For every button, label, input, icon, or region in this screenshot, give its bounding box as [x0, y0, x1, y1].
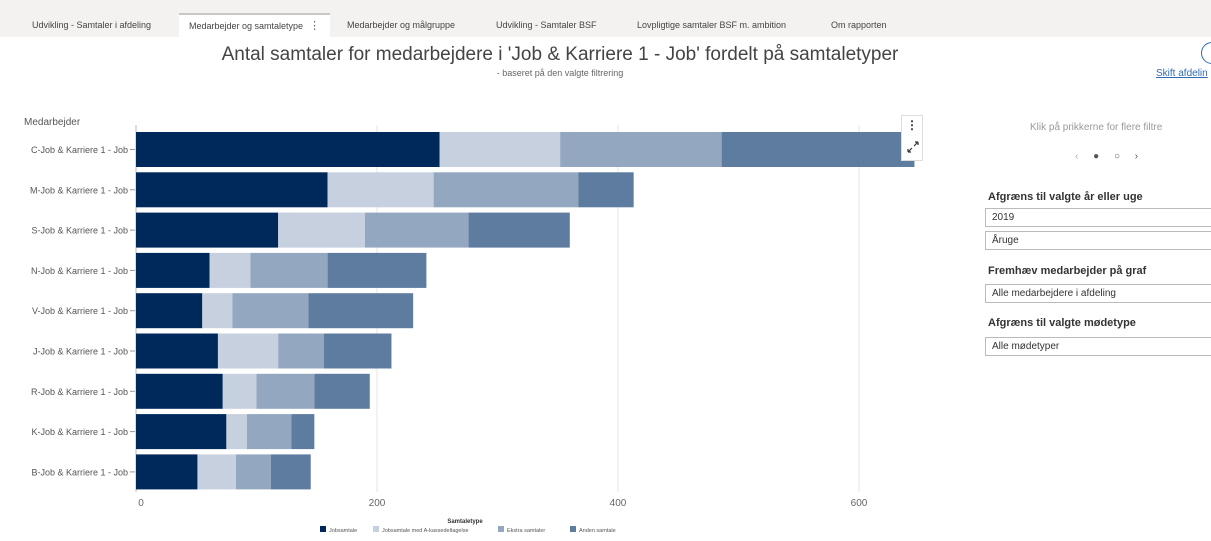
tab-more-icon[interactable]: ⋮ — [309, 20, 321, 32]
legend-swatch — [570, 526, 576, 532]
chart-canvas: 0 200 400 600 Medarbejder C-Job & Karriere 1 … — [24, 117, 915, 534]
y-tick-label: M-Job & Karriere 1 - Job — [30, 185, 128, 195]
report-tab-bar: Udvikling - Samtaler i afdeling Medarbej… — [0, 0, 1211, 37]
bar-segment[interactable] — [136, 293, 203, 329]
bar-segment[interactable] — [560, 132, 722, 167]
y-tick-label: S-Job & Karriere 1 - Job — [31, 226, 128, 236]
tab-udvikling-samtaler-afdeling[interactable]: Udvikling - Samtaler i afdeling — [22, 14, 161, 37]
bar-segment[interactable] — [209, 252, 251, 288]
more-options-icon[interactable]: ⋮ — [906, 118, 918, 132]
year-slicer[interactable]: 2019 — [985, 208, 1211, 227]
bar-segment[interactable] — [578, 172, 634, 208]
bar-segment[interactable] — [721, 132, 915, 167]
filter-heading-employee: Fremhæv medarbejder på graf — [988, 265, 1147, 277]
y-tick-label: V-Job & Karriere 1 - Job — [32, 306, 128, 316]
legend-label: Jobsamtale med A-kassedeltagelse — [382, 528, 469, 534]
bar-segment[interactable] — [439, 132, 561, 167]
tab-label: Lovpligtige samtaler BSF m. ambition — [637, 20, 787, 30]
bar-segment[interactable] — [468, 212, 570, 248]
week-slicer[interactable]: Åruge — [985, 231, 1211, 250]
pager-dot-inactive[interactable]: ○ — [1113, 151, 1120, 162]
meeting-type-slicer[interactable]: Alle mødetyper — [985, 337, 1211, 356]
tab-label: Om rapporten — [831, 20, 887, 30]
bar-segment[interactable] — [136, 172, 328, 208]
x-tick-label: 600 — [851, 498, 868, 509]
filter-pager: ‹ ● ○ › — [1069, 151, 1144, 162]
bar-segment[interactable] — [270, 454, 311, 490]
bar-segment[interactable] — [278, 333, 324, 369]
bar-segment[interactable] — [256, 373, 315, 409]
bar-segment[interactable] — [308, 293, 414, 329]
bar-segment[interactable] — [314, 373, 370, 409]
bar-segment[interactable] — [364, 212, 469, 248]
tab-label: Medarbejder og samtaletype — [189, 21, 304, 31]
bar-segment[interactable] — [278, 212, 365, 248]
employee-slicer[interactable]: Alle medarbejdere i afdeling — [985, 284, 1211, 303]
bar-segment[interactable] — [136, 212, 279, 248]
y-tick-label: N-Job & Karriere 1 - Job — [31, 266, 128, 276]
y-tick-label: J-Job & Karriere 1 - Job — [33, 347, 128, 357]
stacked-bar-chart: 0 200 400 600 Medarbejder C-Job & Karriere 1 … — [0, 95, 930, 541]
tab-medarbejder-maalgruppe[interactable]: Medarbejder og målgruppe — [337, 14, 465, 37]
report-subtitle: - baseret på den valgte filtrering — [496, 68, 624, 78]
chevron-left-icon[interactable]: ‹ — [1075, 151, 1079, 162]
x-tick-label: 0 — [138, 498, 144, 509]
bar-segment[interactable] — [250, 252, 328, 288]
bar-segment[interactable] — [236, 454, 271, 490]
legend-label: Ekstra samtaler — [507, 528, 545, 534]
tab-label: Udvikling - Samtaler i afdeling — [32, 20, 152, 30]
chevron-right-icon[interactable]: › — [1134, 151, 1139, 162]
bar-segment[interactable] — [323, 333, 392, 369]
legend-swatch — [373, 526, 379, 532]
filter-hint: Klik på prikkerne for flere filtre — [1030, 122, 1163, 133]
bar-segment[interactable] — [202, 293, 233, 329]
bar-segment[interactable] — [217, 333, 279, 369]
bar-segment[interactable] — [136, 252, 210, 288]
tab-label: Medarbejder og målgruppe — [347, 20, 456, 30]
filter-heading-meeting-type: Afgræns til valgte mødetype — [988, 317, 1136, 329]
x-tick-label: 400 — [610, 498, 627, 509]
tab-medarbejder-samtaletype[interactable]: Medarbejder og samtaletype ⋮ — [179, 13, 331, 37]
bar-segment[interactable] — [232, 293, 309, 329]
tab-udvikling-samtaler-bsf[interactable]: Udvikling - Samtaler BSF — [486, 14, 607, 37]
visual-header: ⋮ — [901, 115, 923, 161]
legend-title: Samtaletype — [447, 519, 483, 525]
tab-label: Udvikling - Samtaler BSF — [496, 20, 597, 30]
legend-swatch — [320, 526, 326, 532]
bar-segment[interactable] — [136, 454, 198, 490]
legend-label: Anden samtale — [579, 528, 616, 534]
bar-segment[interactable] — [246, 414, 292, 450]
switch-department-link[interactable]: Skift afdelin — [1156, 68, 1208, 79]
report-title: Antal samtaler for medarbejdere i 'Job &… — [221, 44, 899, 65]
tab-lovpligtige-samtaler[interactable]: Lovpligtige samtaler BSF m. ambition — [627, 14, 796, 37]
y-axis-title: Medarbejder — [24, 117, 81, 128]
legend-label: Jobsamtale — [329, 528, 357, 534]
bar-segment[interactable] — [136, 132, 440, 167]
bar-segment[interactable] — [327, 252, 427, 288]
bar-segment[interactable] — [226, 414, 247, 450]
bar-segment[interactable] — [136, 333, 218, 369]
pager-dot-active[interactable]: ● — [1093, 151, 1100, 162]
bar-segment[interactable] — [197, 454, 237, 490]
y-tick-label: B-Job & Karriere 1 - Job — [31, 467, 128, 477]
y-tick-label: C-Job & Karriere 1 - Job — [31, 145, 128, 155]
y-tick-label: R-Job & Karriere 1 - Job — [31, 387, 128, 397]
y-tick-label: K-Job & Karriere 1 - Job — [31, 427, 128, 437]
filter-heading-period: Afgræns til valgte år eller uge — [988, 191, 1143, 203]
tab-om-rapporten[interactable]: Om rapporten — [821, 14, 897, 37]
expand-icon[interactable] — [906, 140, 920, 154]
bar-segment[interactable] — [136, 414, 227, 450]
bar-segment[interactable] — [136, 373, 223, 409]
legend-swatch — [498, 526, 504, 532]
x-tick-label: 200 — [369, 498, 386, 509]
bar-segment[interactable] — [327, 172, 434, 208]
bar-segment[interactable] — [291, 414, 315, 450]
bar-segment[interactable] — [433, 172, 579, 208]
bar-segment[interactable] — [222, 373, 257, 409]
info-icon[interactable] — [1201, 42, 1211, 64]
